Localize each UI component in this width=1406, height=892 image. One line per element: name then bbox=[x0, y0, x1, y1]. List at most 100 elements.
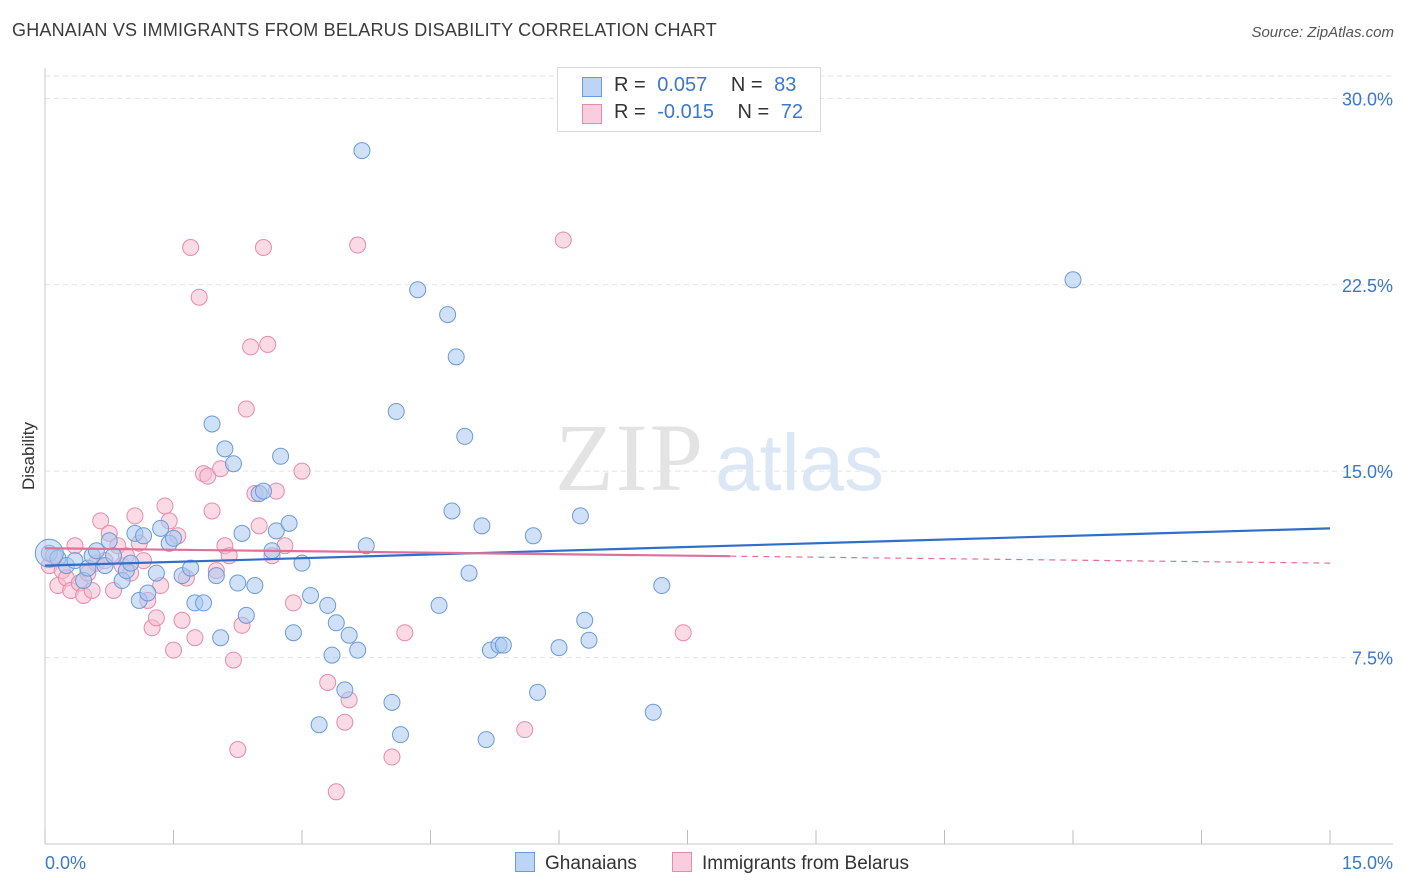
ghanaian-point bbox=[357, 537, 375, 555]
belarus-point bbox=[186, 629, 204, 647]
ghanaian-point bbox=[576, 611, 594, 629]
ghanaian-point bbox=[237, 606, 255, 624]
bottom-legend-label: Immigrants from Belarus bbox=[702, 853, 909, 874]
axes bbox=[44, 68, 1393, 845]
ghanaian-point bbox=[203, 415, 221, 433]
belarus-point bbox=[224, 651, 242, 669]
legend-n-value: 83 bbox=[774, 74, 797, 96]
belarus-point bbox=[327, 783, 345, 801]
ghanaian-point bbox=[310, 716, 328, 734]
ghanaian-point bbox=[216, 440, 234, 458]
ghanaian-point bbox=[194, 594, 212, 612]
belarus-point bbox=[237, 400, 255, 418]
belarus-point bbox=[173, 611, 191, 629]
legend-r-label: R = bbox=[614, 74, 646, 96]
ghanaian-point bbox=[494, 636, 512, 654]
ghanaian-point bbox=[267, 522, 285, 540]
ghanaian-point bbox=[319, 596, 337, 614]
ghanaian-point bbox=[100, 532, 118, 550]
x-tick-labels: 0.0% 15.0% bbox=[45, 853, 1393, 873]
belarus-trend-line-extension bbox=[730, 555, 1331, 564]
bottom-legend-swatch-pink bbox=[672, 852, 692, 872]
belarus-point bbox=[203, 502, 221, 520]
belarus-point bbox=[190, 288, 208, 306]
ghanaian-point bbox=[580, 631, 598, 649]
ghanaian-point bbox=[135, 527, 153, 545]
ghanaian-point bbox=[430, 596, 448, 614]
ghanaian-point bbox=[1064, 271, 1082, 289]
belarus-point bbox=[336, 713, 354, 731]
source-label: Source: ZipAtlas.com bbox=[1251, 24, 1394, 41]
bottom-legend-ghanaians: Ghanaians bbox=[515, 852, 637, 875]
watermark: ZIP atlas bbox=[555, 404, 884, 511]
ghanaian-point bbox=[207, 567, 225, 585]
ghanaian-point bbox=[349, 641, 367, 659]
belarus-point bbox=[396, 624, 414, 642]
ghanaian-point bbox=[387, 403, 405, 421]
x-tick-label: 15.0% bbox=[1342, 853, 1393, 873]
ghanaian-cluster-point bbox=[34, 538, 64, 568]
ghanaian-point bbox=[340, 626, 358, 644]
belarus-point bbox=[293, 462, 311, 480]
ghanaian-point bbox=[353, 142, 371, 160]
ghanaian-point bbox=[147, 564, 165, 582]
y-tick-label: 30.0% bbox=[1342, 89, 1393, 109]
ghanaian-point bbox=[152, 519, 170, 537]
ghanaian-point bbox=[165, 529, 182, 547]
ghanaian-point bbox=[460, 564, 478, 582]
ghanaian-point bbox=[327, 614, 345, 632]
belarus-point bbox=[674, 624, 692, 642]
bottom-legend-belarus: Immigrants from Belarus bbox=[672, 852, 909, 875]
series-immigrants-from-belarus-points bbox=[40, 231, 692, 801]
watermark-atlas: atlas bbox=[715, 418, 884, 507]
belarus-trend-line bbox=[44, 547, 731, 558]
ghanaian-point bbox=[233, 524, 251, 542]
belarus-point bbox=[516, 721, 534, 739]
ghanaian-point bbox=[477, 731, 495, 749]
ghanaian-point bbox=[246, 577, 264, 595]
legend-r-value: -0.015 bbox=[657, 101, 714, 123]
belarus-point bbox=[182, 238, 200, 256]
ghanaian-point bbox=[644, 703, 662, 721]
ghanaian-point bbox=[456, 427, 474, 445]
trend-lines bbox=[44, 527, 1331, 567]
ghanaian-point bbox=[392, 726, 410, 744]
ghanaian-point bbox=[87, 542, 105, 560]
legend-r-label: R = bbox=[614, 101, 646, 123]
ghanaian-point bbox=[139, 584, 157, 602]
ghanaian-point bbox=[383, 693, 401, 711]
belarus-point bbox=[554, 231, 572, 249]
belarus-point bbox=[319, 673, 337, 691]
legend-swatch-blue bbox=[582, 77, 602, 97]
ghanaian-point bbox=[439, 306, 457, 324]
legend-n-label: N = bbox=[737, 101, 770, 123]
ghanaian-point bbox=[229, 574, 247, 592]
correlation-legend: R = 0.057 N = 83 R = -0.015 N = 72 bbox=[557, 67, 821, 132]
ghanaian-point bbox=[284, 624, 302, 642]
legend-r-value: 0.057 bbox=[657, 74, 708, 96]
belarus-point bbox=[66, 537, 84, 555]
ghanaian-point bbox=[443, 502, 461, 520]
ghanaian-point bbox=[653, 577, 671, 595]
belarus-point bbox=[199, 467, 217, 485]
ghanaian-point bbox=[212, 629, 230, 647]
y-tick-label: 22.5% bbox=[1342, 276, 1393, 296]
ghanaian-point bbox=[302, 586, 320, 604]
ghanaian-point bbox=[524, 527, 542, 545]
legend-n-label: N = bbox=[730, 74, 763, 96]
ghanaian-point bbox=[182, 559, 200, 577]
belarus-point bbox=[229, 741, 247, 759]
belarus-point bbox=[126, 507, 144, 525]
ghanaian-point bbox=[323, 646, 341, 664]
belarus-point bbox=[254, 238, 272, 256]
ghanaian-point bbox=[224, 455, 242, 473]
belarus-point bbox=[156, 497, 174, 515]
ghanaian-point bbox=[571, 507, 589, 525]
belarus-point bbox=[250, 517, 268, 535]
ghanaian-point bbox=[336, 681, 354, 699]
ghanaian-point bbox=[254, 482, 272, 500]
watermark-zip: ZIP bbox=[555, 404, 705, 511]
belarus-point bbox=[165, 641, 182, 659]
belarus-point bbox=[259, 335, 277, 353]
belarus-point bbox=[147, 609, 165, 627]
